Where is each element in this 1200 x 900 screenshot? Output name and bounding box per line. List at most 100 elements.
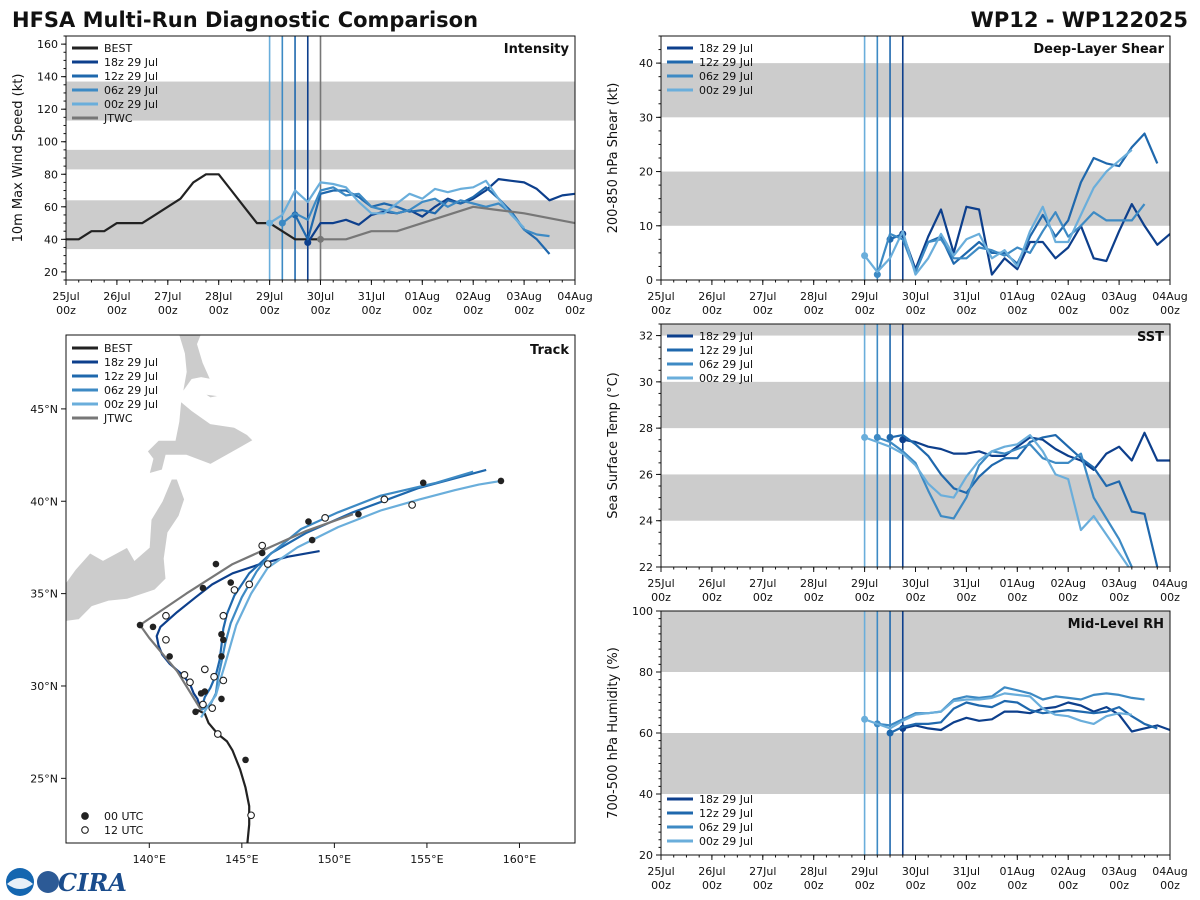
marker-00utc: [136, 621, 144, 629]
series-start-marker: [886, 729, 894, 737]
x-tick-label: 29Jul: [851, 865, 878, 878]
marker-12utc: [247, 811, 255, 820]
series-line-18z-29-Jul: [902, 701, 1170, 733]
legend-label-sst: 18z 29 Jul: [699, 330, 753, 343]
y-tick-label: 140: [37, 71, 58, 84]
shear-plot-area: [661, 36, 1170, 280]
series-line-12z-29-Jul: [889, 434, 1159, 567]
x-tick-label: 160°E: [503, 853, 536, 866]
y-tick-label: 40°N: [30, 495, 58, 508]
marker-12utc: [210, 672, 218, 681]
x-tick-label: 00z: [1007, 879, 1027, 892]
x-tick-label: 04Aug: [1152, 577, 1187, 590]
x-tick-label: 03Aug: [1101, 865, 1136, 878]
y-tick-label: 30: [639, 376, 653, 389]
series-start-marker: [278, 219, 286, 227]
y-axis-label: Sea Surface Temp (°C): [606, 372, 621, 519]
marker-12utc: [245, 580, 254, 589]
cira-wordmark: CIRA: [58, 868, 127, 897]
x-tick-label: 00z: [412, 304, 432, 317]
y-tick-label: 28: [639, 422, 653, 435]
x-tick-label: 01Aug: [1000, 577, 1035, 590]
intensity-band: [661, 324, 1170, 336]
x-tick-label: 00z: [651, 304, 671, 317]
x-tick-label: 00z: [1007, 304, 1027, 317]
legend-marker-label: 00 UTC: [104, 810, 144, 823]
x-tick-label: 31Jul: [953, 290, 980, 303]
marker-12utc: [263, 560, 272, 568]
y-axis-label: 700-500 hPa Humidity (%): [606, 647, 621, 819]
y-tick-label: 10: [639, 220, 653, 233]
x-tick-label: 00z: [906, 304, 926, 317]
legend-label-rh: 18z 29 Jul: [699, 793, 753, 806]
y-tick-label: 100: [632, 605, 653, 618]
land-polygon: [146, 400, 254, 475]
series-start-marker: [886, 433, 894, 441]
x-tick-label: 00z: [702, 879, 722, 892]
marker-00utc: [212, 560, 220, 568]
x-tick-label: 00z: [702, 591, 722, 604]
x-tick-label: 31Jul: [953, 865, 980, 878]
y-tick-label: 45°N: [30, 403, 58, 416]
x-tick-label: 00z: [804, 304, 824, 317]
shear-panel: 01020304025Jul00z26Jul00z27Jul00z28Jul00…: [606, 35, 1188, 317]
marker-12utc: [230, 586, 239, 594]
legend-label-intensity: 12z 29 Jul: [104, 70, 158, 83]
x-tick-label: 140°E: [133, 853, 166, 866]
x-tick-label: 00z: [1160, 879, 1180, 892]
x-tick-label: 00z: [260, 304, 280, 317]
marker-12utc: [186, 678, 194, 687]
x-tick-label: 00z: [753, 879, 773, 892]
track-panel: 140°E 145°E 150°E 155°E 160°E 25°N 30°N 35°N 40°…: [30, 334, 576, 866]
y-tick-label: 60: [639, 727, 653, 740]
marker-00utc: [192, 708, 199, 716]
intensity-band: [661, 733, 1170, 794]
globe-icon: [37, 871, 59, 893]
marker-12utc: [180, 671, 189, 679]
legend-label-sst: 06z 29 Jul: [699, 358, 753, 371]
x-tick-label: 00z: [1160, 591, 1180, 604]
storm-id: WP12 - WP122025: [971, 8, 1188, 32]
x-tick-label: 00z: [1160, 304, 1180, 317]
x-tick-label: 27Jul: [749, 290, 776, 303]
x-tick-label: 02Aug: [1050, 290, 1085, 303]
x-tick-label: 00z: [1109, 304, 1129, 317]
x-tick-label: 27Jul: [154, 290, 181, 303]
x-tick-label: 00z: [362, 304, 382, 317]
x-tick-label: 00z: [1058, 591, 1078, 604]
land-polygon: [178, 335, 212, 393]
x-tick-label: 00z: [906, 591, 926, 604]
figure-title: HFSA Multi-Run Diagnostic Comparison: [12, 8, 478, 32]
marker-12utc: [208, 704, 217, 712]
series-start-marker: [861, 715, 869, 723]
marker-12utc: [219, 611, 228, 620]
sst-plot-area: [661, 324, 1170, 567]
x-tick-label: 145°E: [225, 853, 258, 866]
x-tick-label: 00z: [1058, 879, 1078, 892]
legend-label-intensity: 06z 29 Jul: [104, 84, 158, 97]
panel-title: Deep-Layer Shear: [1033, 42, 1164, 57]
series-line-06z-29-Jul: [877, 686, 1145, 727]
x-tick-label: 03Aug: [1101, 290, 1136, 303]
track-line-JTWC: [138, 513, 354, 711]
legend-label-rh: 00z 29 Jul: [699, 835, 753, 848]
panel-title: Intensity: [504, 42, 570, 57]
y-tick-label: 0: [646, 274, 653, 287]
x-tick-label: 26Jul: [103, 290, 130, 303]
x-tick-label: 03Aug: [506, 290, 541, 303]
panel-title: SST: [1137, 330, 1164, 345]
marker-12utc: [380, 495, 389, 504]
x-tick-label: 02Aug: [1050, 865, 1085, 878]
x-tick-label: 00z: [906, 879, 926, 892]
marker-00utc: [218, 630, 225, 638]
x-tick-label: 01Aug: [1000, 290, 1035, 303]
series-start-marker: [266, 219, 274, 227]
x-tick-label: 00z: [107, 304, 127, 317]
land-polygon: [204, 393, 220, 399]
marker-00utc: [218, 695, 225, 703]
marker-12utc: [258, 541, 267, 550]
y-axis-label: 200-850 hPa Shear (kt): [606, 83, 621, 234]
series-line-12z-29-Jul: [889, 699, 1158, 734]
y-tick-label: 60: [44, 201, 58, 214]
x-tick-label: 25Jul: [647, 865, 674, 878]
